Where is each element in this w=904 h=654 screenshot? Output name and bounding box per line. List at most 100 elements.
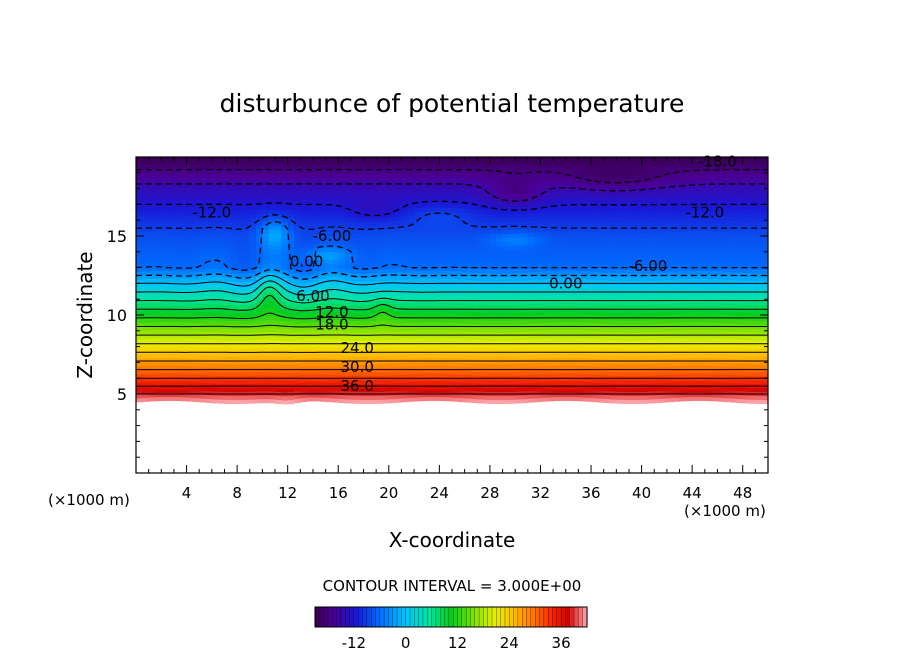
- field-cell: [154, 357, 162, 362]
- field-cell: [458, 338, 466, 343]
- field-cell: [540, 199, 548, 205]
- field-cell: [635, 229, 643, 235]
- field-cell: [192, 263, 200, 268]
- field-cell: [527, 196, 535, 202]
- field-cell: [546, 234, 554, 240]
- field-cell: [420, 337, 428, 342]
- field-cell: [199, 386, 207, 391]
- field-cell: [376, 355, 384, 361]
- field-cell: [553, 238, 561, 244]
- field-cell: [369, 399, 377, 405]
- field-cell: [281, 320, 289, 326]
- field-cell: [597, 228, 605, 233]
- field-cell: [496, 261, 504, 266]
- field-cell: [167, 380, 175, 386]
- field-cell: [205, 240, 213, 245]
- field-cell: [635, 340, 643, 345]
- field-cell: [407, 318, 415, 323]
- field-cell: [515, 375, 523, 380]
- field-cell: [622, 261, 630, 266]
- field-cell: [483, 284, 491, 290]
- field-cell: [622, 229, 630, 235]
- field-cell: [312, 337, 320, 343]
- field-cell: [218, 332, 226, 337]
- field-cell: [205, 351, 213, 356]
- field-cell: [527, 386, 535, 391]
- field-cell: [622, 178, 630, 183]
- field-cell: [382, 256, 390, 262]
- field-cell: [420, 262, 428, 267]
- field-cell: [470, 236, 478, 242]
- field-cell: [527, 299, 535, 304]
- field-cell: [414, 282, 421, 287]
- field-cell: [275, 371, 282, 377]
- field-cell: [616, 209, 624, 215]
- field-cell: [546, 254, 554, 260]
- field-cell: [344, 169, 352, 175]
- field-cell: [496, 174, 504, 179]
- field-cell: [306, 159, 314, 165]
- field-cell: [603, 347, 611, 352]
- field-cell: [401, 172, 409, 178]
- field-cell: [477, 248, 485, 254]
- field-cell: [199, 271, 207, 277]
- field-cell: [477, 240, 485, 246]
- field-cell: [275, 316, 282, 321]
- field-cell: [281, 388, 289, 393]
- field-cell: [350, 193, 358, 199]
- field-cell: [154, 361, 162, 366]
- field-cell: [382, 240, 390, 246]
- field-cell: [180, 157, 188, 161]
- field-cell: [610, 280, 617, 285]
- field-cell: [521, 205, 529, 210]
- field-cell: [578, 270, 586, 275]
- field-cell: [167, 258, 175, 263]
- field-cell: [616, 347, 624, 353]
- field-cell: [243, 249, 251, 254]
- field-cell: [262, 303, 270, 309]
- field-cell: [439, 297, 447, 303]
- field-cell: [527, 184, 535, 190]
- field-cell: [559, 356, 567, 362]
- field-cell: [281, 285, 289, 290]
- field-cell: [331, 200, 339, 206]
- field-cell: [357, 284, 365, 290]
- field-cell: [635, 265, 643, 270]
- field-cell: [344, 276, 352, 281]
- field-cell: [433, 360, 440, 366]
- field-cell: [136, 184, 143, 189]
- field-cell: [338, 394, 346, 400]
- field-cell: [622, 308, 630, 314]
- field-cell: [192, 275, 200, 280]
- field-cell: [344, 308, 352, 313]
- field-cell: [603, 382, 611, 388]
- field-cell: [565, 187, 573, 192]
- field-cell: [363, 265, 371, 270]
- field-cell: [230, 241, 238, 247]
- field-cell: [199, 247, 207, 253]
- field-cell: [470, 268, 478, 273]
- field-cell: [294, 201, 301, 206]
- field-cell: [363, 304, 371, 310]
- field-cell: [565, 317, 573, 322]
- field-cell: [312, 199, 320, 204]
- field-cell: [350, 189, 358, 195]
- field-cell: [338, 177, 346, 182]
- field-cell: [452, 290, 459, 296]
- field-cell: [148, 258, 156, 264]
- field-cell: [414, 365, 421, 370]
- field-cell: [205, 374, 213, 380]
- field-cell: [154, 333, 162, 338]
- field-cell: [161, 202, 169, 208]
- field-cell: [224, 174, 232, 179]
- field-cell: [205, 299, 213, 305]
- field-cell: [268, 276, 276, 281]
- field-cell: [142, 302, 150, 308]
- field-cell: [167, 269, 175, 275]
- field-cell: [559, 348, 567, 354]
- field-cell: [407, 207, 415, 213]
- field-cell: [433, 285, 440, 291]
- field-cell: [565, 198, 573, 204]
- field-cell: [534, 369, 542, 375]
- field-cell: [603, 169, 611, 174]
